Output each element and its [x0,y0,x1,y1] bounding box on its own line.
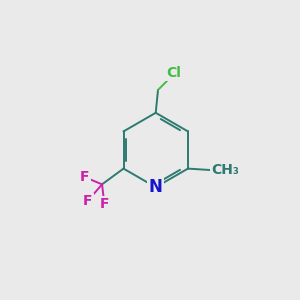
Text: Cl: Cl [166,66,181,80]
Text: F: F [80,170,90,184]
Text: CH₃: CH₃ [211,163,239,177]
Text: F: F [100,197,109,211]
Text: F: F [83,194,92,208]
Text: N: N [149,178,163,196]
